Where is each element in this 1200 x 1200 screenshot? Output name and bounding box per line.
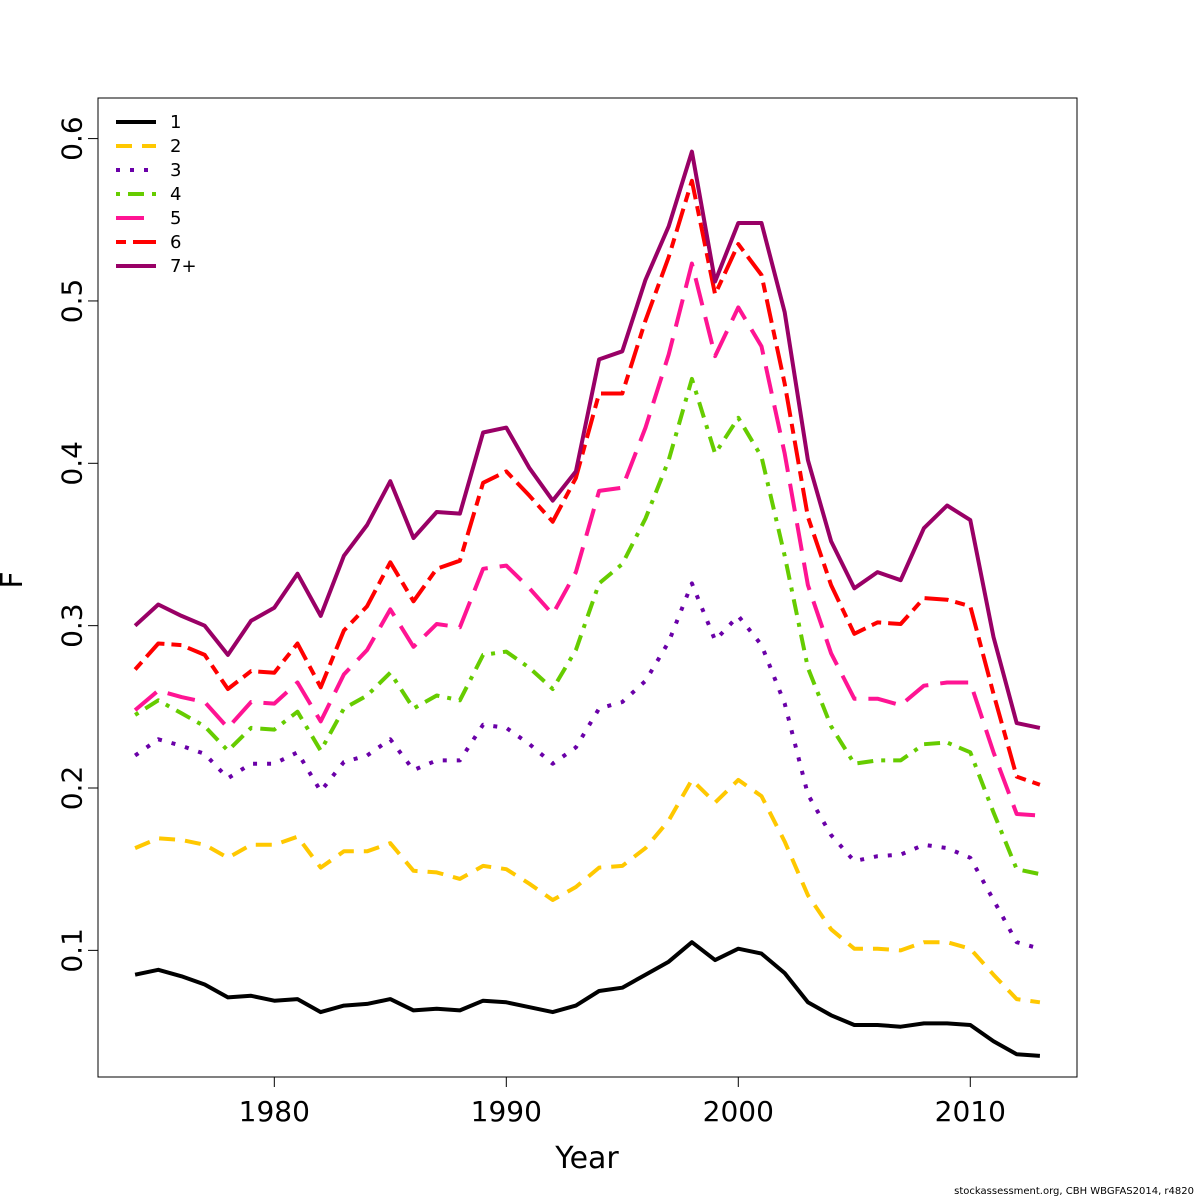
y-axis-title: F bbox=[0, 571, 30, 588]
plot-area bbox=[97, 97, 1078, 1078]
series-layer bbox=[133, 149, 1041, 1058]
x-axis: 1980 1990 2000 2010 bbox=[239, 1076, 1006, 1128]
legend-label: 6 bbox=[170, 232, 181, 253]
series-line-5 bbox=[133, 261, 1041, 818]
series-line-6 bbox=[133, 178, 1041, 787]
y-tick-label: 0.4 bbox=[56, 441, 89, 486]
x-tick-label: 1980 bbox=[239, 1095, 310, 1128]
legend-label: 2 bbox=[170, 136, 181, 157]
legend-label: 3 bbox=[170, 160, 181, 181]
series-line-1 bbox=[134, 940, 1041, 1058]
legend-label: 7+ bbox=[170, 256, 197, 277]
y-tick-label: 0.5 bbox=[56, 279, 89, 324]
x-tick-label: 2000 bbox=[703, 1095, 774, 1128]
x-tick-label: 2010 bbox=[935, 1095, 1006, 1128]
series-line-7 bbox=[133, 149, 1041, 730]
legend-label: 4 bbox=[170, 184, 181, 205]
y-tick-label: 0.6 bbox=[56, 116, 89, 161]
footer-credit: stockassessment.org, CBH WBGFAS2014, r48… bbox=[954, 1186, 1194, 1197]
x-tick-label: 1990 bbox=[471, 1095, 542, 1128]
series-line-2 bbox=[134, 777, 1041, 1005]
series-line-4 bbox=[134, 376, 1041, 877]
y-axis: 0.1 0.2 0.3 0.4 0.5 0.6 bbox=[56, 116, 98, 973]
y-tick-label: 0.1 bbox=[56, 928, 89, 973]
series-line-3 bbox=[133, 581, 1041, 951]
y-tick-label: 0.2 bbox=[56, 766, 89, 811]
legend-label: 5 bbox=[170, 208, 181, 229]
x-axis-title: Year bbox=[554, 1141, 619, 1176]
y-tick-label: 0.3 bbox=[56, 603, 89, 648]
legend: 1 2 3 4 5 6 7+ bbox=[116, 112, 197, 277]
legend-label: 1 bbox=[170, 112, 181, 133]
